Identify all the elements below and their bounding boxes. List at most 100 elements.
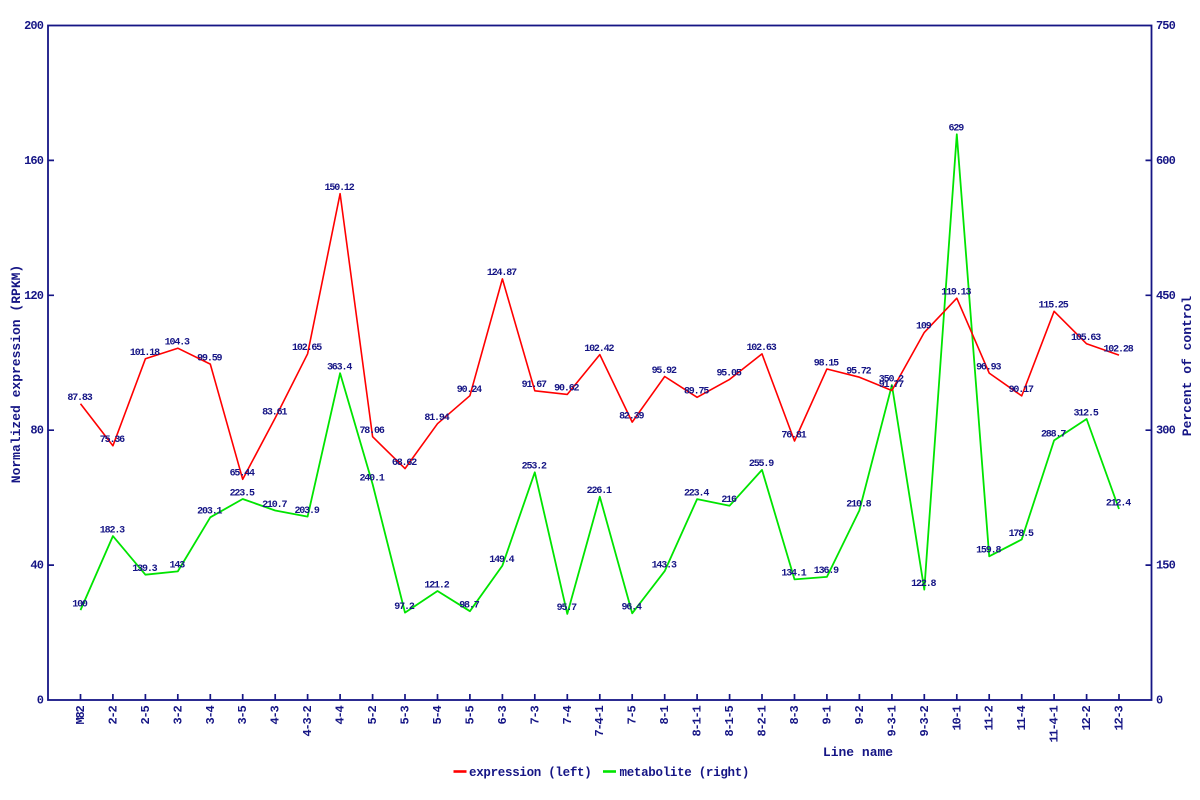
svg-text:119.13: 119.13 bbox=[941, 288, 971, 299]
svg-text:metabolite (right): metabolite (right) bbox=[620, 766, 750, 780]
svg-text:136.9: 136.9 bbox=[814, 566, 839, 577]
svg-text:3-4: 3-4 bbox=[204, 706, 218, 725]
svg-text:98.15: 98.15 bbox=[814, 358, 839, 369]
svg-text:76.81: 76.81 bbox=[781, 430, 806, 441]
svg-text:223.5: 223.5 bbox=[230, 488, 255, 499]
svg-text:150.12: 150.12 bbox=[325, 183, 355, 194]
svg-text:4-3-2: 4-3-2 bbox=[301, 706, 315, 737]
svg-text:12-2: 12-2 bbox=[1080, 706, 1094, 731]
svg-text:95.92: 95.92 bbox=[652, 366, 677, 377]
svg-text:300: 300 bbox=[1156, 424, 1176, 438]
svg-text:450: 450 bbox=[1156, 289, 1176, 303]
svg-text:134.1: 134.1 bbox=[781, 569, 806, 580]
svg-text:350.2: 350.2 bbox=[879, 374, 904, 385]
svg-text:40: 40 bbox=[30, 559, 43, 573]
svg-text:288.7: 288.7 bbox=[1041, 430, 1066, 441]
svg-text:expression (left): expression (left) bbox=[469, 766, 591, 780]
svg-text:11-4: 11-4 bbox=[1015, 706, 1029, 731]
svg-text:90.62: 90.62 bbox=[554, 384, 579, 395]
svg-text:105.63: 105.63 bbox=[1071, 333, 1101, 344]
svg-text:109: 109 bbox=[916, 322, 932, 333]
svg-text:95.72: 95.72 bbox=[846, 367, 871, 378]
svg-text:600: 600 bbox=[1156, 154, 1176, 168]
svg-text:143.3: 143.3 bbox=[652, 560, 677, 571]
svg-text:240.1: 240.1 bbox=[359, 473, 384, 484]
svg-text:0: 0 bbox=[1156, 694, 1163, 708]
svg-text:75.36: 75.36 bbox=[100, 435, 125, 446]
svg-text:8-1-5: 8-1-5 bbox=[723, 706, 737, 737]
svg-text:143: 143 bbox=[170, 561, 186, 572]
svg-text:122.8: 122.8 bbox=[911, 579, 936, 590]
svg-text:223.4: 223.4 bbox=[684, 488, 709, 499]
svg-text:91.77: 91.77 bbox=[879, 380, 904, 391]
svg-text:8-3: 8-3 bbox=[788, 706, 802, 725]
svg-text:149.4: 149.4 bbox=[489, 555, 514, 566]
svg-text:M82: M82 bbox=[74, 706, 88, 725]
svg-text:99.59: 99.59 bbox=[197, 353, 222, 364]
svg-text:98.7: 98.7 bbox=[459, 601, 480, 612]
svg-text:115.25: 115.25 bbox=[1039, 301, 1069, 312]
svg-text:82.39: 82.39 bbox=[619, 411, 644, 422]
svg-text:5-4: 5-4 bbox=[431, 706, 445, 725]
svg-text:7-5: 7-5 bbox=[626, 706, 640, 725]
svg-text:203.1: 203.1 bbox=[197, 507, 222, 518]
svg-text:121.2: 121.2 bbox=[424, 580, 449, 591]
svg-text:11-4-1: 11-4-1 bbox=[1048, 706, 1062, 743]
svg-text:4-3: 4-3 bbox=[269, 706, 283, 725]
svg-text:7-4-1: 7-4-1 bbox=[593, 706, 607, 737]
svg-text:80: 80 bbox=[30, 424, 43, 438]
svg-text:89.75: 89.75 bbox=[684, 387, 709, 398]
svg-text:7-3: 7-3 bbox=[528, 706, 542, 725]
svg-text:0: 0 bbox=[37, 694, 44, 708]
svg-text:4-4: 4-4 bbox=[334, 706, 348, 725]
svg-text:203.9: 203.9 bbox=[294, 506, 319, 517]
svg-text:102.28: 102.28 bbox=[1103, 344, 1133, 355]
svg-text:96.93: 96.93 bbox=[976, 362, 1001, 373]
svg-text:139.3: 139.3 bbox=[132, 564, 157, 575]
svg-text:Percent of control: Percent of control bbox=[1180, 296, 1195, 437]
svg-text:212.4: 212.4 bbox=[1106, 498, 1131, 509]
svg-text:210.8: 210.8 bbox=[846, 500, 871, 511]
svg-text:91.67: 91.67 bbox=[522, 380, 547, 391]
svg-text:Normalized expression (RPKM): Normalized expression (RPKM) bbox=[9, 265, 24, 483]
svg-text:96.4: 96.4 bbox=[621, 603, 642, 614]
svg-text:90.17: 90.17 bbox=[1009, 385, 1034, 396]
svg-text:200: 200 bbox=[24, 19, 44, 33]
svg-text:160: 160 bbox=[24, 154, 44, 168]
svg-text:83.61: 83.61 bbox=[262, 407, 287, 418]
svg-text:629: 629 bbox=[949, 124, 965, 135]
svg-text:182.3: 182.3 bbox=[100, 525, 125, 536]
svg-text:5-5: 5-5 bbox=[463, 706, 477, 725]
svg-text:124.87: 124.87 bbox=[487, 268, 517, 279]
svg-text:8-1: 8-1 bbox=[658, 706, 672, 725]
svg-text:6-3: 6-3 bbox=[496, 706, 510, 725]
svg-text:95.7: 95.7 bbox=[557, 603, 578, 614]
svg-text:104.3: 104.3 bbox=[165, 338, 190, 349]
svg-text:102.42: 102.42 bbox=[584, 344, 614, 355]
svg-text:150: 150 bbox=[1156, 559, 1176, 573]
svg-text:95.05: 95.05 bbox=[716, 369, 741, 380]
svg-text:65.44: 65.44 bbox=[230, 469, 255, 480]
svg-text:9-1: 9-1 bbox=[820, 706, 834, 725]
svg-text:226.1: 226.1 bbox=[587, 486, 612, 497]
svg-text:8-1-1: 8-1-1 bbox=[691, 706, 705, 737]
svg-text:102.63: 102.63 bbox=[746, 343, 776, 354]
svg-text:5-3: 5-3 bbox=[399, 706, 413, 725]
svg-text:178.5: 178.5 bbox=[1009, 529, 1034, 540]
svg-text:9-3-2: 9-3-2 bbox=[918, 706, 932, 737]
svg-text:102.65: 102.65 bbox=[292, 343, 322, 354]
svg-text:7-4: 7-4 bbox=[561, 706, 575, 725]
svg-text:3-5: 3-5 bbox=[236, 706, 250, 725]
svg-text:2-5: 2-5 bbox=[139, 706, 153, 725]
svg-text:101.18: 101.18 bbox=[130, 348, 160, 359]
svg-text:159.8: 159.8 bbox=[976, 546, 1001, 557]
svg-text:363.4: 363.4 bbox=[327, 363, 352, 374]
svg-text:8-2-1: 8-2-1 bbox=[756, 706, 770, 737]
svg-text:216: 216 bbox=[721, 495, 737, 506]
svg-text:87.83: 87.83 bbox=[67, 393, 92, 404]
svg-text:255.9: 255.9 bbox=[749, 459, 774, 470]
svg-text:2-2: 2-2 bbox=[106, 706, 120, 725]
svg-text:253.2: 253.2 bbox=[522, 462, 547, 473]
svg-text:5-2: 5-2 bbox=[366, 706, 380, 725]
svg-text:120: 120 bbox=[24, 289, 44, 303]
